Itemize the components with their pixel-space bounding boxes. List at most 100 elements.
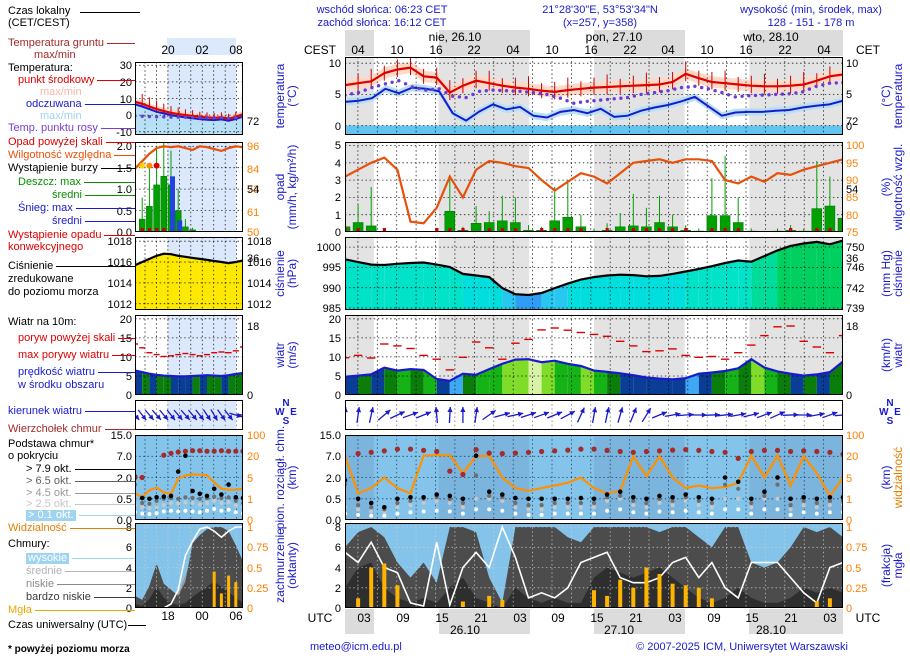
axis-tick: 5 [334,89,341,101]
axis-tick: 0 [334,227,341,239]
panel-opad-main [345,142,843,232]
axis-tick: 36 [247,253,260,265]
axis-tick: 0.5 [846,563,862,575]
axis-tick: 0.0 [325,515,341,527]
axis-tick: 15.0 [110,430,132,442]
panel-cisnienie-mini [135,237,243,310]
axis-tick: 2.0 [325,473,341,485]
day-night-band [345,30,374,56]
axis-tick: 1016 [107,257,132,269]
axis-title-left-temp: temperatura (°C) [273,63,299,129]
axis-title-left-pres: ciśnienie (hPa) [273,250,299,297]
bottom-hour-tick: 21 [629,611,643,625]
footer-copyright: © 2007-2025 ICM, Uniwersytet Warszawski [636,641,848,653]
top-hour-tick: 04 [661,43,675,57]
axis-tick: 72 [247,116,260,128]
axis-title-right-wind: (km/h) wiatr [879,338,905,372]
top-date-label: nie, 26.10 [428,30,482,44]
axis-title-left-cloud: zachmurzenie (oktanty) [273,528,299,603]
axis-tick: 20 [247,451,260,463]
axis-title-left-opad: opad (mm/h, kg/m²/h) [273,144,299,230]
legend-item: wysokie [26,553,135,564]
axis-tick: 96 [247,141,260,153]
bottom-hour-tick: 03 [513,611,527,625]
panel-cisnienie-main [345,237,843,310]
axis-tick: 6 [125,542,132,554]
bottom-hour-tick: 09 [551,611,565,625]
top-hour-tick: 16 [429,43,443,57]
top-hour-tick: 10 [390,43,404,57]
footer-email-link[interactable]: meteo@icm.edu.pl [310,641,402,653]
axis-tick: 739 [846,303,865,315]
legend-item: Deszcz: max [18,177,135,188]
axis-tick: 100 [247,430,266,442]
top-hour-tick: 22 [778,43,792,57]
axis-tick: 1018 [247,236,272,248]
axis-tick: 1012 [107,299,132,311]
bottom-hour-tick: 03 [357,611,371,625]
altitude-label: wysokość (min, środek, max) [740,4,882,16]
mini-top-hour: 20 [161,43,175,57]
top-hour-tick: 04 [351,43,365,57]
axis-tick: 7.0 [116,451,132,463]
grid-xy-text: (x=257, y=358) [563,17,637,29]
panel-kierunek-mini [135,400,243,430]
axis-tick: 985 [322,303,341,315]
legend-item: Czas uniwersalny (UTC) [8,619,128,631]
axis-tick: 100 [846,140,865,152]
mini-highlight-strip [167,38,236,55]
axis-tick: 0 [247,390,254,402]
axis-tick: 0 [846,603,853,615]
axis-title-left-wind: wiatr (m/s) [273,341,299,369]
axis-tick: 5 [846,89,853,101]
axis-tick: 0 [846,390,853,402]
legend-item: Mgła [8,605,135,616]
axis-tick: 80 [846,210,859,222]
axis-tick: 15 [328,333,341,345]
axis-tick: 1018 [107,236,132,248]
bottom-hour-tick: 09 [707,611,721,625]
top-date-label: pon, 27.10 [585,30,643,44]
bottom-date-label: 28.10 [755,623,787,637]
axis-tick: 0.5 [325,494,341,506]
axis-tick: 5 [334,371,341,383]
axis-tick: 5 [125,371,132,383]
legend-item: Temperatura: [8,62,73,74]
day-night-band [749,30,843,56]
legend-item: max porywy wiatru [18,350,135,361]
axis-tick: 75 [846,227,859,239]
connector-line [80,12,140,13]
axis-tick: 1012 [247,299,272,311]
panel-zachmurzenie-main [345,523,843,608]
day-night-band [439,30,530,56]
axis-tick: 742 [846,283,865,295]
axis-tick: 90 [846,175,859,187]
cet-label: CET [856,43,880,57]
axis-tick: 18 [247,321,260,333]
axis-tick: 1.0 [116,184,132,196]
top-hour-tick: 16 [584,43,598,57]
legend-item: Wystąpienie opadu [8,230,135,241]
axis-tick: 18 [846,321,859,333]
top-hour-tick: 16 [739,43,753,57]
panel-podstawa-chmur-mini [135,435,243,520]
panel-wiatr-main [345,315,843,395]
legend-item: Wystąpienie burzy [8,163,135,174]
axis-tick: 2 [334,192,341,204]
axis-title-right-opad: (%) wilgotność wzgl. [879,143,905,231]
axis-tick: 3 [334,175,341,187]
axis-tick: 0 [334,390,341,402]
legend-item: Podstawa chmur* [8,438,95,450]
day-night-band [594,609,685,634]
axis-tick: 30 [119,60,132,72]
axis-tick: 5 [334,140,341,152]
legend-item: > 0.1 okt. [26,510,135,521]
panel-temperatura-mini [135,62,243,135]
day-night-band [345,609,374,634]
bottom-hour-tick: 09 [396,611,410,625]
legend-item: konwekcyjnego [8,241,84,253]
top-hour-tick: 22 [623,43,637,57]
axis-tick: 50 [247,227,260,239]
axis-tick: 2 [125,583,132,595]
axis-tick: 6 [334,542,341,554]
